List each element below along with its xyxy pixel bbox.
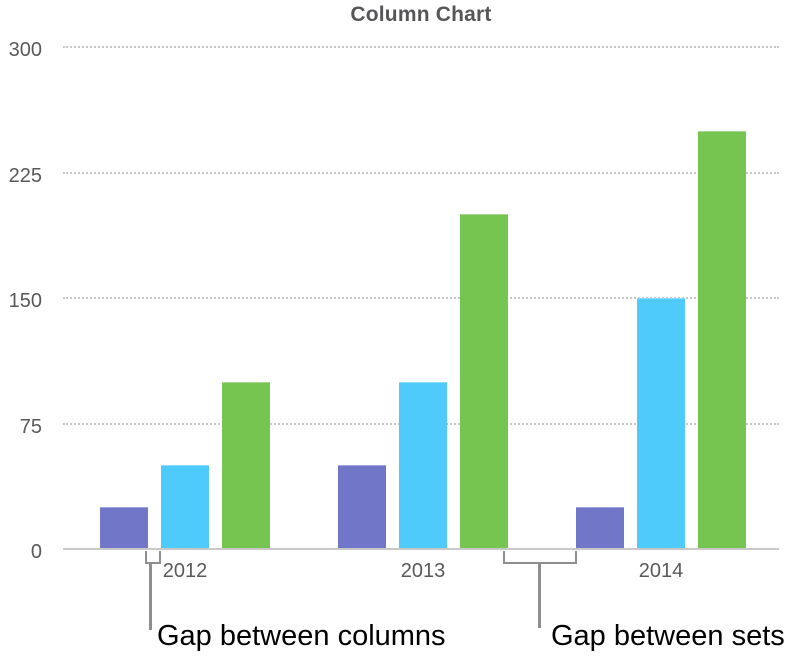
bar-2012-green <box>222 381 270 549</box>
y-axis-tick-label-75: 75 <box>19 415 42 438</box>
gridline-150 <box>63 297 779 299</box>
bar-2012-blue <box>161 465 209 549</box>
x-axis-tick-label-2012: 2012 <box>162 560 208 582</box>
bar-2012-purple <box>100 507 148 549</box>
chart-title: Column Chart <box>350 3 492 26</box>
bar-2014-blue <box>637 298 685 549</box>
gridline-225 <box>63 171 779 174</box>
y-axis-tick-label-150: 150 <box>8 290 42 312</box>
bar-2014-green <box>698 130 746 549</box>
gap-between-sets-callout-line <box>538 563 541 628</box>
gap-between-columns-label: Gap between columns <box>157 620 446 652</box>
bar-2014-purple <box>576 507 624 549</box>
gap-between-sets-label: Gap between sets <box>551 620 785 652</box>
y-axis-tick-label-0: 0 <box>30 541 42 563</box>
bar-2013-purple <box>338 465 386 549</box>
bar-2013-green <box>460 214 508 549</box>
x-axis-tick-label-2014: 2014 <box>638 560 684 582</box>
y-axis-tick-label-300: 300 <box>8 39 42 61</box>
gap-between-columns-callout-line <box>149 563 152 630</box>
x-axis-line <box>63 548 779 550</box>
y-axis-tick-label-225: 225 <box>8 164 42 187</box>
x-axis-tick-label-2013: 2013 <box>400 560 446 582</box>
gap-between-columns-bracket <box>145 551 161 564</box>
bar-2013-blue <box>399 381 447 549</box>
gridline-300 <box>63 46 779 48</box>
